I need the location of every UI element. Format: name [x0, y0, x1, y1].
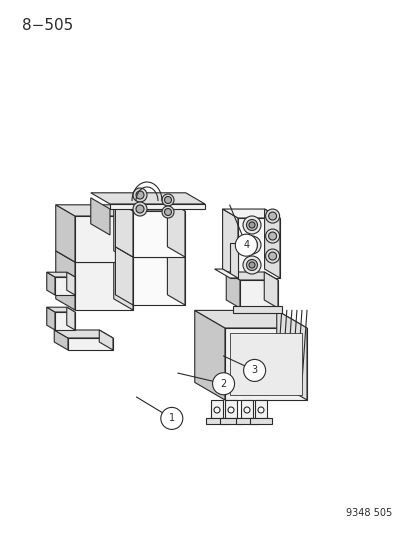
Text: 2: 2 [220, 379, 226, 389]
Polygon shape [233, 306, 281, 313]
Polygon shape [264, 209, 279, 278]
Circle shape [160, 407, 183, 430]
Circle shape [228, 407, 233, 413]
Circle shape [164, 197, 171, 204]
Polygon shape [47, 272, 75, 277]
Polygon shape [219, 418, 242, 424]
Polygon shape [222, 209, 237, 278]
Polygon shape [225, 272, 277, 280]
Polygon shape [240, 400, 252, 418]
Circle shape [243, 407, 249, 413]
Polygon shape [56, 205, 75, 262]
Polygon shape [115, 201, 133, 257]
Polygon shape [75, 262, 133, 310]
Polygon shape [68, 338, 113, 350]
Polygon shape [66, 307, 75, 330]
Polygon shape [115, 201, 185, 211]
Circle shape [248, 242, 254, 248]
Polygon shape [254, 400, 266, 418]
Circle shape [257, 407, 263, 413]
Polygon shape [66, 272, 75, 295]
Circle shape [246, 260, 257, 271]
Polygon shape [167, 247, 185, 305]
Polygon shape [114, 205, 133, 262]
Polygon shape [47, 307, 55, 330]
Polygon shape [211, 400, 223, 418]
Polygon shape [206, 418, 228, 424]
Polygon shape [194, 310, 306, 328]
Polygon shape [55, 277, 75, 295]
Polygon shape [55, 312, 75, 330]
Text: 8−505: 8−505 [22, 18, 73, 33]
Polygon shape [56, 205, 133, 216]
Circle shape [246, 239, 257, 251]
Polygon shape [230, 243, 237, 278]
Polygon shape [56, 251, 133, 262]
Polygon shape [47, 307, 75, 312]
Polygon shape [167, 201, 185, 257]
Polygon shape [99, 330, 113, 350]
Circle shape [133, 188, 147, 202]
Polygon shape [54, 330, 68, 350]
Circle shape [161, 206, 173, 218]
Polygon shape [115, 247, 133, 305]
Polygon shape [54, 330, 113, 338]
Polygon shape [110, 204, 204, 209]
Polygon shape [47, 272, 55, 295]
Polygon shape [224, 400, 236, 418]
Text: 4: 4 [243, 240, 249, 250]
Polygon shape [249, 418, 271, 424]
Circle shape [242, 236, 260, 254]
Circle shape [242, 256, 260, 274]
Polygon shape [90, 198, 110, 235]
Polygon shape [214, 269, 237, 278]
Circle shape [265, 209, 279, 223]
Polygon shape [133, 211, 185, 257]
Polygon shape [222, 209, 279, 218]
Circle shape [248, 222, 254, 228]
Polygon shape [75, 216, 133, 262]
Text: 3: 3 [251, 366, 257, 375]
Circle shape [212, 373, 234, 395]
Polygon shape [225, 272, 240, 308]
Circle shape [214, 407, 219, 413]
Circle shape [161, 194, 173, 206]
FancyBboxPatch shape [230, 333, 301, 395]
Circle shape [268, 252, 276, 260]
Polygon shape [194, 310, 224, 400]
Text: 1: 1 [169, 414, 174, 423]
Circle shape [136, 205, 144, 213]
Polygon shape [263, 272, 277, 308]
Polygon shape [240, 280, 277, 308]
Polygon shape [237, 218, 279, 278]
Circle shape [246, 220, 257, 230]
Circle shape [136, 191, 144, 199]
Polygon shape [276, 310, 306, 400]
Circle shape [164, 208, 171, 215]
Text: 9348 505: 9348 505 [345, 508, 391, 518]
Polygon shape [90, 193, 204, 204]
Circle shape [243, 359, 265, 382]
Polygon shape [114, 251, 133, 310]
Circle shape [235, 234, 257, 256]
Polygon shape [235, 418, 257, 424]
Polygon shape [56, 251, 75, 310]
Circle shape [268, 232, 276, 240]
Circle shape [248, 262, 254, 268]
Circle shape [265, 229, 279, 243]
Circle shape [265, 249, 279, 263]
Circle shape [133, 202, 147, 216]
Circle shape [242, 216, 260, 234]
Polygon shape [224, 328, 306, 400]
Polygon shape [115, 247, 185, 257]
Polygon shape [133, 257, 185, 305]
Circle shape [268, 212, 276, 220]
